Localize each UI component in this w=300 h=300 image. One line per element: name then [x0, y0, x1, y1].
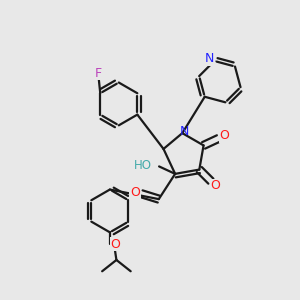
Text: HO: HO: [134, 159, 152, 172]
Text: O: O: [211, 179, 220, 192]
Text: O: O: [219, 129, 229, 142]
Text: F: F: [95, 67, 102, 80]
Text: O: O: [110, 238, 120, 251]
Text: N: N: [180, 125, 189, 138]
Text: O: O: [130, 186, 140, 200]
Text: N: N: [205, 52, 214, 65]
